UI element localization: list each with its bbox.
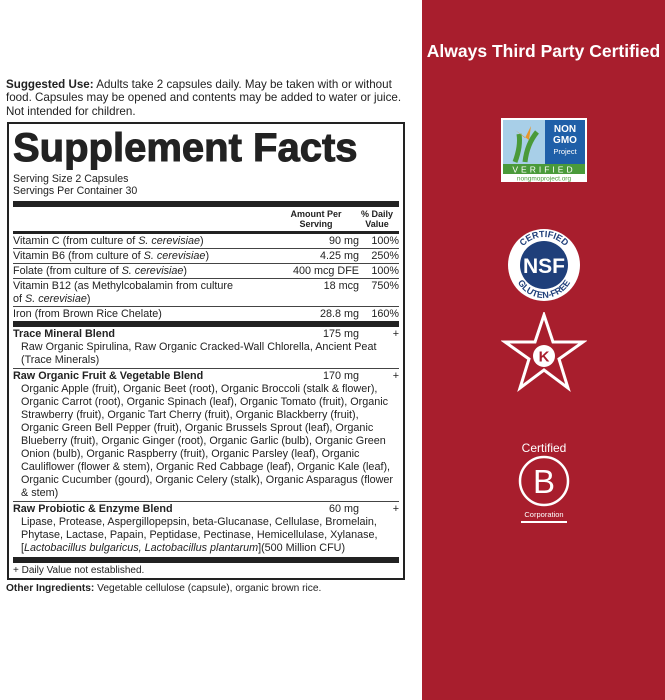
blend-amount: 175 mg bbox=[322, 327, 359, 340]
nutrient-name-close: ) bbox=[205, 249, 210, 262]
nutrient-daily-value: 250% bbox=[371, 249, 399, 262]
certification-panel: Always Third Party Certified NON GMO Pro… bbox=[422, 0, 665, 700]
blend-amount: 60 mg bbox=[328, 502, 359, 515]
nutrient-name-text: Vitamin B6 (from culture of bbox=[13, 249, 144, 262]
nutrient-row: Folate (from culture of S. cerevisiae) 40… bbox=[13, 264, 399, 279]
divider bbox=[13, 230, 399, 234]
nutrient-source-italic: S. cerevisiae bbox=[138, 234, 201, 247]
nutrient-name-close: ) bbox=[86, 292, 91, 305]
divider bbox=[13, 200, 399, 207]
nutrient-name: Folate (from culture of S. cerevisiae) bbox=[13, 265, 275, 278]
svg-text:B: B bbox=[532, 463, 554, 500]
svg-text:Corporation: Corporation bbox=[524, 510, 563, 519]
nutrient-name: Vitamin C (from culture of S. cerevisiae… bbox=[13, 235, 275, 248]
nsf-gluten-free-logo: NSF CERTIFIED GLUTEN-FREE bbox=[507, 229, 580, 301]
non-gmo-project-verified-logo: NON GMO Project VERIFIED nongmoproject.o… bbox=[500, 118, 587, 183]
nutrient-daily-value: 100% bbox=[371, 234, 399, 247]
nutrient-row: Vitamin B6 (from culture of S. cerevisia… bbox=[13, 249, 399, 264]
nutrient-name: Iron (from Brown Rice Chelate) bbox=[13, 308, 275, 321]
facts-title: Supplement Facts bbox=[13, 125, 359, 170]
blend-name: Raw Probiotic & Enzyme Blend bbox=[13, 502, 173, 515]
nutrient-amount: 28.8 mg bbox=[319, 307, 359, 320]
svg-text:VERIFIED: VERIFIED bbox=[512, 165, 575, 175]
blend-row: Trace Mineral Blend 175 mg + bbox=[13, 327, 399, 341]
nutrient-daily-value: 750% bbox=[371, 279, 399, 292]
blend-ingredients-text: Raw Organic Spirulina, Raw Organic Crack… bbox=[21, 340, 377, 366]
nutrient-daily-value: 160% bbox=[371, 307, 399, 320]
svg-text:K: K bbox=[538, 349, 549, 366]
svg-text:Certified: Certified bbox=[521, 441, 566, 455]
certified-b-corporation-logo: Certified B Corporation bbox=[518, 441, 569, 523]
footnote: + Daily Value not established. bbox=[13, 564, 145, 576]
nutrient-source-italic: S. cerevisiae bbox=[121, 264, 184, 277]
blend-row: Raw Organic Fruit & Vegetable Blend 170 m… bbox=[13, 369, 399, 383]
certification-title: Always Third Party Certified bbox=[426, 41, 661, 61]
svg-text:NSF: NSF bbox=[523, 255, 565, 278]
nutrient-amount: 90 mg bbox=[328, 234, 359, 247]
blend-daily-value: + bbox=[392, 369, 399, 382]
nutrient-source-italic: S. cerevisiae bbox=[25, 292, 87, 305]
blend-daily-value: + bbox=[392, 502, 399, 515]
kosher-star-k-logo: K bbox=[500, 312, 587, 392]
blend-name: Trace Mineral Blend bbox=[13, 327, 116, 340]
nutrient-name: Vitamin B6 (from culture of S. cerevisia… bbox=[13, 250, 275, 263]
blend-row: Raw Probiotic & Enzyme Blend 60 mg + bbox=[13, 502, 399, 516]
nutrient-name-text: Vitamin B12 (as Methylcobalamin from cul… bbox=[13, 279, 234, 305]
nutrient-amount: 4.25 mg bbox=[319, 249, 359, 262]
svg-text:NON: NON bbox=[553, 124, 575, 135]
nutrient-list: Vitamin C (from culture of S. cerevisiae… bbox=[13, 234, 399, 321]
blend-ingredients-tail: ](500 Million CFU) bbox=[258, 541, 346, 554]
blend-ingredients: Raw Organic Spirulina, Raw Organic Crack… bbox=[13, 341, 399, 369]
nutrient-daily-value: 100% bbox=[371, 264, 399, 277]
divider bbox=[13, 556, 399, 563]
serving-info: Serving Size 2 Capsules Servings Per Con… bbox=[13, 172, 138, 197]
blend-ingredients-text: Lipase, Protease, Aspergillopepsin, beta… bbox=[21, 515, 378, 554]
nutrient-name: Vitamin B12 (as Methylcobalamin from cul… bbox=[13, 280, 275, 306]
nutrient-name-text: Iron (from Brown Rice Chelate) bbox=[13, 307, 162, 320]
nutrient-name-text: Vitamin C (from culture of bbox=[13, 234, 139, 247]
svg-text:GMO: GMO bbox=[553, 135, 577, 146]
column-headers: Amount Per Serving % Daily Value bbox=[290, 208, 393, 229]
blend-list: Trace Mineral Blend 175 mg + Raw Organic Sp… bbox=[13, 327, 399, 556]
nutrient-row: Iron (from Brown Rice Chelate) 28.8 mg 160… bbox=[13, 307, 399, 321]
label-panel: Suggested Use: Adults take 2 capsules da… bbox=[6, 0, 410, 595]
blend-name: Raw Organic Fruit & Vegetable Blend bbox=[13, 369, 204, 382]
nutrient-row: Vitamin B12 (as Methylcobalamin from cul… bbox=[13, 279, 399, 307]
other-ingredients: Other Ingredients: Vegetable cellulose (… bbox=[6, 582, 322, 594]
blend-daily-value: + bbox=[392, 327, 399, 340]
suggested-use: Suggested Use: Adults take 2 capsules da… bbox=[6, 78, 402, 118]
svg-text:Project: Project bbox=[553, 147, 577, 156]
blend-amount: 170 mg bbox=[322, 369, 359, 382]
nutrient-name-text: Folate (from culture of bbox=[13, 264, 122, 277]
nutrient-row: Vitamin C (from culture of S. cerevisiae… bbox=[13, 234, 399, 249]
nutrient-name-close: ) bbox=[200, 234, 204, 247]
nutrient-source-italic: S. cerevisiae bbox=[143, 249, 206, 262]
blend-ingredients-italic: Lactobacillus bulgaricus, Lactobacillus … bbox=[24, 541, 259, 554]
nutrient-name-close: ) bbox=[183, 264, 188, 277]
divider bbox=[13, 320, 399, 327]
blend-ingredients: Organic Apple (fruit), Organic Beet (roo… bbox=[13, 383, 399, 502]
nutrient-amount: 18 mcg bbox=[323, 279, 359, 292]
nutrient-amount: 400 mcg DFE bbox=[292, 264, 359, 277]
blend-ingredients: Lipase, Protease, Aspergillopepsin, beta… bbox=[13, 516, 399, 556]
supplement-facts-box: Supplement Facts Serving Size 2 Capsules… bbox=[7, 121, 405, 580]
svg-text:nongmoproject.org: nongmoproject.org bbox=[516, 176, 571, 183]
blend-ingredients-text: Organic Apple (fruit), Organic Beet (roo… bbox=[21, 382, 394, 499]
